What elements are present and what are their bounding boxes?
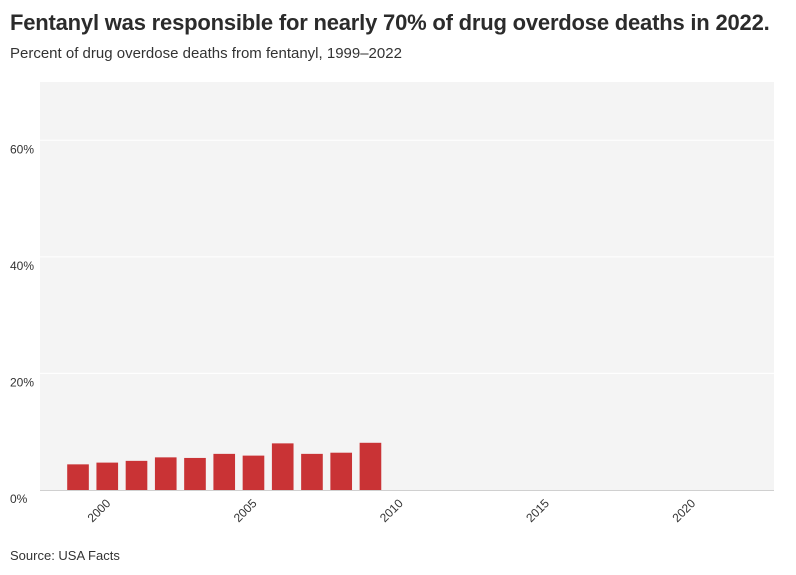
plot-background: [40, 82, 774, 490]
y-axis-ticks: 0% 20% 40% 60%: [10, 142, 34, 506]
y-tick-label: 60%: [10, 142, 34, 156]
chart-title: Fentanyl was responsible for nearly 70% …: [10, 10, 770, 35]
bars: [67, 442, 382, 490]
bar-2007: [301, 453, 323, 490]
bar-2008: [330, 452, 353, 490]
y-tick-label: 40%: [10, 259, 34, 273]
bar-2005: [242, 455, 265, 490]
bar-2003: [184, 457, 206, 490]
gridlines: [40, 139, 774, 374]
x-tick-label: 2020: [669, 496, 698, 525]
x-tick-label: 2010: [377, 496, 406, 525]
x-tick-label: 2000: [85, 496, 114, 525]
bar-2004: [213, 453, 236, 490]
x-tick-label: 2005: [231, 496, 260, 525]
bar-2002: [154, 457, 177, 490]
bar-1999: [67, 464, 89, 490]
bar-2006: [271, 443, 294, 490]
bar-2009: [359, 442, 382, 490]
bar-2000: [96, 462, 119, 490]
x-axis-ticks: 2000 2005 2010 2015 2020: [85, 496, 699, 525]
y-tick-label: 0%: [10, 492, 28, 506]
y-tick-label: 20%: [10, 375, 34, 389]
bar-2001: [125, 460, 148, 490]
chart-subtitle: Percent of drug overdose deaths from fen…: [10, 45, 402, 62]
source-note: Source: USA Facts: [10, 548, 120, 563]
x-tick-label: 2015: [523, 496, 552, 525]
